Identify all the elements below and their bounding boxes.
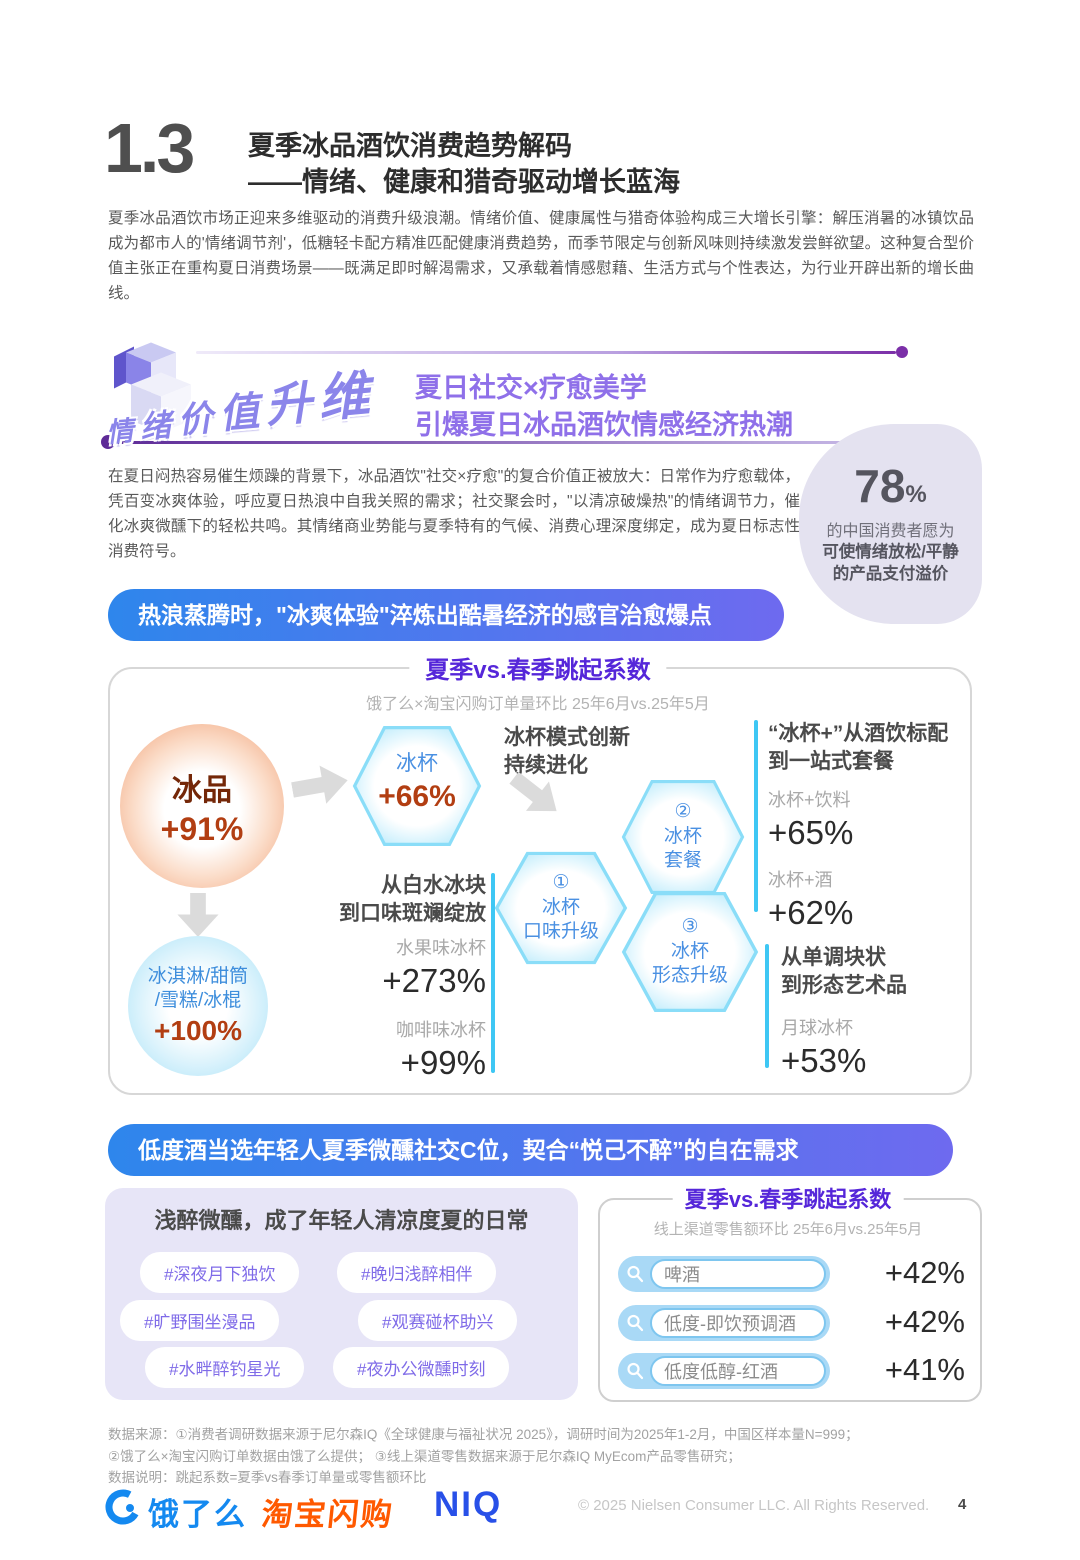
stamp-char: 价 — [176, 398, 215, 441]
cube-stack-icon — [106, 334, 206, 440]
decor-line-top — [196, 351, 896, 354]
retail-value: +41% — [884, 1352, 965, 1387]
stat-value: 78% — [854, 459, 927, 512]
stamp-char: 升 — [263, 376, 314, 432]
combo-item-value: +62% — [768, 893, 854, 931]
hashtag-pill: #深夜月下独饮 — [140, 1252, 300, 1293]
hexagon-shape-upgrade: ③ 冰杯 形态升级 — [621, 891, 759, 1013]
ice-product-label: 冰品 — [172, 773, 232, 807]
stat-line1: 的中国消费者愿为 — [826, 522, 955, 540]
insight-banner-ice: 热浪蒸腾时，"冰爽体验"淬炼出酷暑经济的感官治愈爆点 — [108, 589, 784, 641]
search-icon — [627, 1362, 644, 1380]
jump-chart-subtitle: 饿了么×淘宝闪购订单量环比 25年6月vs.25年5月 — [366, 696, 710, 713]
retail-panel-title: 夏季vs.春季跳起系数 — [672, 1182, 904, 1214]
ice-cup-hexagon: 冰杯 +66% — [352, 725, 482, 847]
flavor-item-value: +99% — [400, 1043, 486, 1081]
divider-cyan — [754, 720, 758, 912]
search-pill-rtd: 低度-即饮预调酒 — [618, 1305, 830, 1341]
hexagon-text: ② 冰杯 套餐 — [663, 800, 702, 872]
decor-dot-top — [896, 346, 908, 358]
data-sources: 数据来源：①消费者调研数据来源于尼尔森IQ《全球健康与福祉状况 2025》，调研… — [108, 1424, 988, 1489]
ice-cream-value: +100% — [154, 1014, 242, 1046]
emotion-body: 在夏日闷热容易催生烦躁的背景下，冰品酒饮"社交×疗愈"的复合价值正被放大：日常作… — [108, 468, 800, 561]
search-pill-wine: 低度低醇-红酒 — [618, 1353, 830, 1389]
hexagon-cup-combo: ② 冰杯 套餐 — [621, 779, 745, 895]
retail-value: +42% — [884, 1255, 965, 1290]
divider-cyan — [765, 944, 769, 1068]
source-line: ②饿了么×淘宝闪购订单数据由饿了么提供； ③线上渠道零售数据来源于尼尔森IQ M… — [108, 1448, 741, 1464]
retail-value: +42% — [884, 1304, 965, 1339]
intro-paragraph: 夏季冰品酒饮市场正迎来多维驱动的消费升级浪潮。情绪价值、健康属性与猎奇体验构成三… — [108, 210, 974, 303]
source-line: 数据来源：①消费者调研数据来源于尼尔森IQ《全球健康与福祉状况 2025》，调研… — [108, 1427, 859, 1442]
flavor-item-label: 水果味冰杯 — [396, 937, 486, 958]
combo-item-label: 冰杯+饮料 — [768, 789, 851, 810]
search-pill-label: 低度-即饮预调酒 — [650, 1308, 826, 1338]
retail-panel-subtitle: 线上渠道零售额环比 25年6月vs.25年5月 — [653, 1221, 923, 1238]
stamp-char: 绪 — [138, 407, 173, 446]
flavor-block: 从白水冰块 到口味斑斓绽放 水果味冰杯 +273% 咖啡味冰杯 +99% — [296, 872, 486, 1082]
stat-blob: 78% 的中国消费者愿为 可使情绪放松/平静 的产品支付溢价 — [799, 424, 982, 624]
shape-block: 从单调块状 到形态艺术品 月球冰杯 +53% — [781, 944, 973, 1080]
tags-panel-title: 浅醉微醺，成了年轻人清凉度夏的日常 — [154, 1208, 529, 1233]
stamp-char: 情 — [105, 415, 135, 449]
emotion-headline-2: 引爆夏日冰品酒饮情感经济热潮 — [415, 410, 793, 440]
stamp-char: 值 — [217, 389, 262, 438]
ice-cream-circle: 冰淇淋/甜筒 /雪糕/冰棍 +100% — [128, 936, 268, 1076]
decor-dot-bottom — [101, 435, 115, 449]
eleme-logo-icon — [103, 1487, 143, 1527]
search-pill-label: 啤酒 — [650, 1259, 826, 1289]
hashtag-pill: #旷野围坐漫品 — [120, 1300, 280, 1341]
taobao-shangou-logo: 淘宝闪购 — [259, 1497, 396, 1532]
hashtag-pill: #水畔醉钓星光 — [145, 1347, 305, 1388]
shape-item-label: 月球冰杯 — [781, 1017, 853, 1038]
insight-banner-lowalc: 低度酒当选年轻人夏季微醺社交C位，契合“悦己不醉”的自在需求 — [108, 1124, 953, 1176]
niq-logo: NIQ — [434, 1485, 503, 1524]
page-title-line1: 夏季冰品酒饮消费趋势解码 — [248, 131, 572, 161]
page-title-line2: ——情绪、健康和猎奇驱动增长蓝海 — [248, 167, 680, 197]
stat-line2: 可使情绪放松/平静 — [822, 542, 959, 561]
search-pill-label: 低度低醇-红酒 — [650, 1356, 826, 1386]
stat-line3: 的产品支付溢价 — [832, 565, 949, 583]
search-icon — [627, 1265, 644, 1283]
search-pill-beer: 啤酒 — [618, 1256, 830, 1292]
divider-cyan — [491, 873, 495, 1073]
hexagon-flavor-upgrade: ① 冰杯 口味升级 — [494, 851, 628, 965]
combo-item-label: 冰杯+酒 — [768, 869, 833, 890]
arrow-diagonal-icon — [500, 760, 572, 831]
shape-title: 从单调块状 到形态艺术品 — [781, 946, 907, 997]
combo-title: “冰杯+”从酒饮标配 到一站式套餐 — [768, 722, 949, 773]
stamp-char: 维 — [315, 366, 372, 428]
hexagon-text: ① 冰杯 口味升级 — [522, 871, 599, 943]
search-icon — [627, 1314, 644, 1332]
flavor-item-label: 咖啡味冰杯 — [396, 1019, 486, 1040]
ice-product-circle: 冰品 +91% — [120, 724, 284, 888]
eleme-logo-text: 饿了么 — [148, 1497, 247, 1532]
hashtag-pill: #观赛碰杯助兴 — [358, 1300, 518, 1341]
ice-cup-label: 冰杯 — [396, 752, 438, 775]
copyright-text: © 2025 Nielsen Consumer LLC. All Rights … — [578, 1497, 930, 1514]
ice-cream-label: 冰淇淋/甜筒 /雪糕/冰棍 — [147, 966, 249, 1011]
combo-block: “冰杯+”从酒饮标配 到一站式套餐 冰杯+饮料 +65% 冰杯+酒 +62% — [768, 720, 974, 932]
shape-item-value: +53% — [781, 1041, 867, 1079]
jump-chart-title: 夏季vs.春季跳起系数 — [409, 650, 667, 685]
hashtag-pill: #夜办公微醺时刻 — [333, 1347, 510, 1388]
ice-product-value: +91% — [160, 810, 244, 847]
section-number: 1.3 — [104, 109, 195, 187]
page-number: 4 — [958, 1496, 967, 1513]
flavor-title: 从白水冰块 到口味斑斓绽放 — [339, 874, 486, 925]
decor-line-bottom — [112, 441, 890, 444]
arrow-right-icon — [288, 757, 353, 812]
ice-cup-value: +66% — [378, 780, 456, 813]
cup-innovation-note: 冰杯模式创新 持续进化 — [504, 726, 630, 778]
flavor-item-value: +273% — [382, 961, 486, 999]
combo-item-value: +65% — [768, 813, 854, 851]
arrow-down-icon — [176, 893, 220, 938]
source-line: 数据说明：跳起系数=夏季vs春季订单量或零售额环比 — [108, 1470, 427, 1486]
hashtag-pill: #晚归浅醉相伴 — [337, 1252, 497, 1293]
hexagon-text: ③ 冰杯 形态升级 — [651, 915, 728, 987]
emotion-headline-1: 夏日社交×疗愈美学 — [415, 373, 647, 403]
